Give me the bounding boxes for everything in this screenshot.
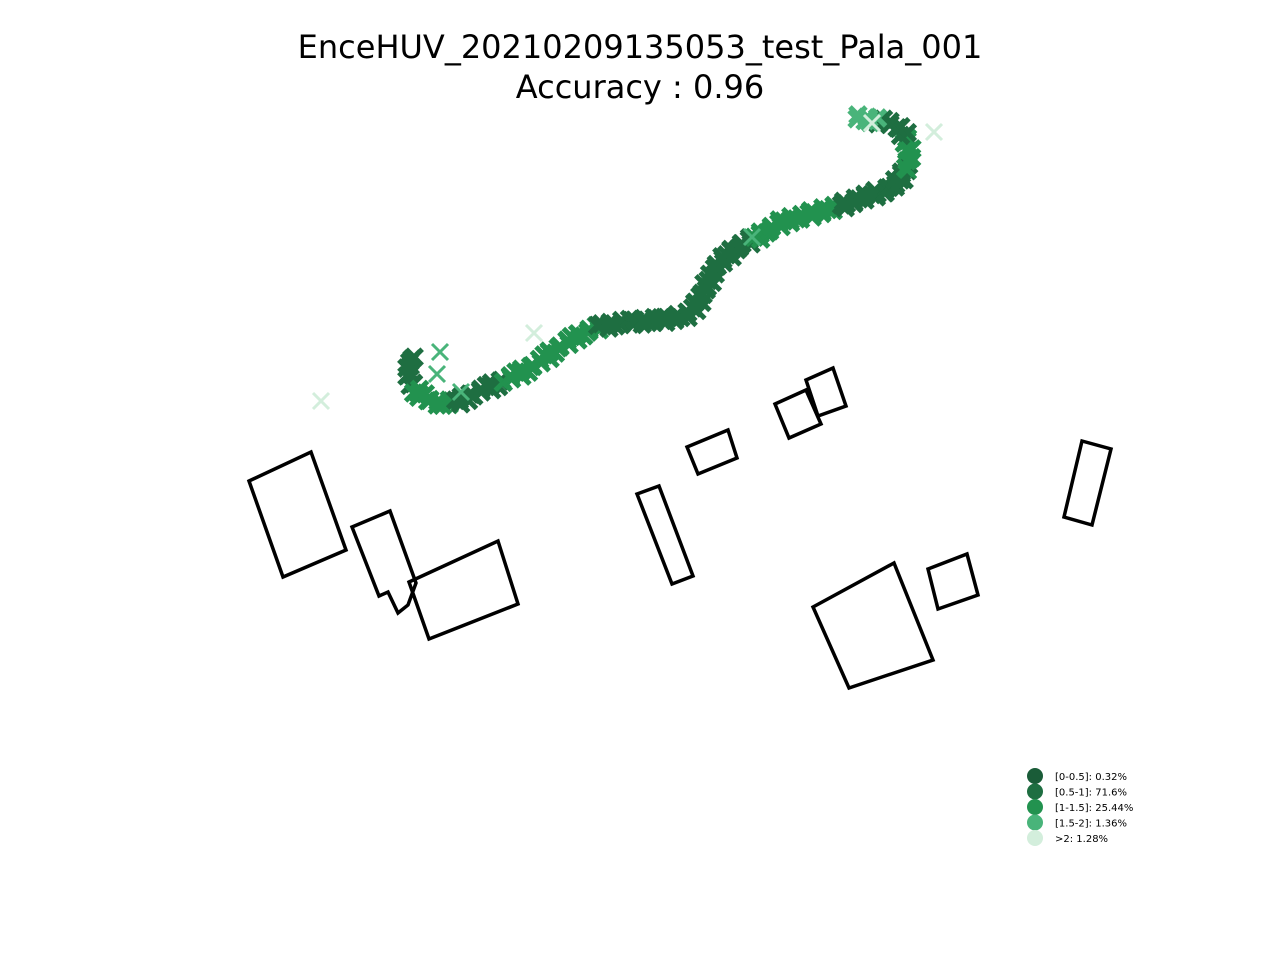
obstacles-layer xyxy=(246,365,1114,691)
legend: [0-0.5]: 0.32% [0.5-1]: 71.6% [1-1.5]: 25.… xyxy=(1027,768,1133,846)
legend-label-2: [0.5-1]: 71.6% xyxy=(1055,788,1127,799)
outlier-point xyxy=(924,122,944,142)
legend-marker-4 xyxy=(1027,814,1043,831)
outlier-point xyxy=(451,382,471,402)
obstacle-10 xyxy=(925,551,981,612)
obstacle-7 xyxy=(803,365,849,419)
chart-subtitle: Accuracy : 0.96 xyxy=(515,68,765,106)
legend-label-5: >2: 1.28% xyxy=(1055,834,1108,845)
outlier-point xyxy=(524,323,544,343)
legend-label-1: [0-0.5]: 0.32% xyxy=(1055,772,1127,783)
trajectory-layer xyxy=(397,105,922,416)
outlier-point xyxy=(311,391,331,411)
outlier-point xyxy=(742,227,762,247)
obstacle-8 xyxy=(1061,438,1114,528)
outlier-point xyxy=(898,160,918,180)
outlier-point xyxy=(430,342,450,362)
obstacle-1 xyxy=(246,449,349,580)
legend-marker-2 xyxy=(1027,783,1043,800)
obstacle-6 xyxy=(772,387,824,441)
outliers-layer xyxy=(311,113,944,411)
outlier-point xyxy=(862,113,882,133)
legend-marker-5 xyxy=(1027,830,1043,846)
trajectory-point xyxy=(847,109,867,129)
legend-label-3: [1-1.5]: 25.44% xyxy=(1055,803,1133,814)
legend-marker-1 xyxy=(1027,768,1043,784)
chart-title: EnceHUV_20210209135053_test_Pala_001 xyxy=(297,28,983,66)
obstacle-2 xyxy=(349,508,418,616)
obstacle-9 xyxy=(810,560,936,691)
legend-label-4: [1.5-2]: 1.36% xyxy=(1055,819,1127,830)
obstacle-4 xyxy=(634,483,696,587)
obstacle-3 xyxy=(406,538,521,642)
outlier-point xyxy=(427,364,447,384)
obstacle-5 xyxy=(684,427,740,477)
legend-marker-3 xyxy=(1027,799,1043,815)
